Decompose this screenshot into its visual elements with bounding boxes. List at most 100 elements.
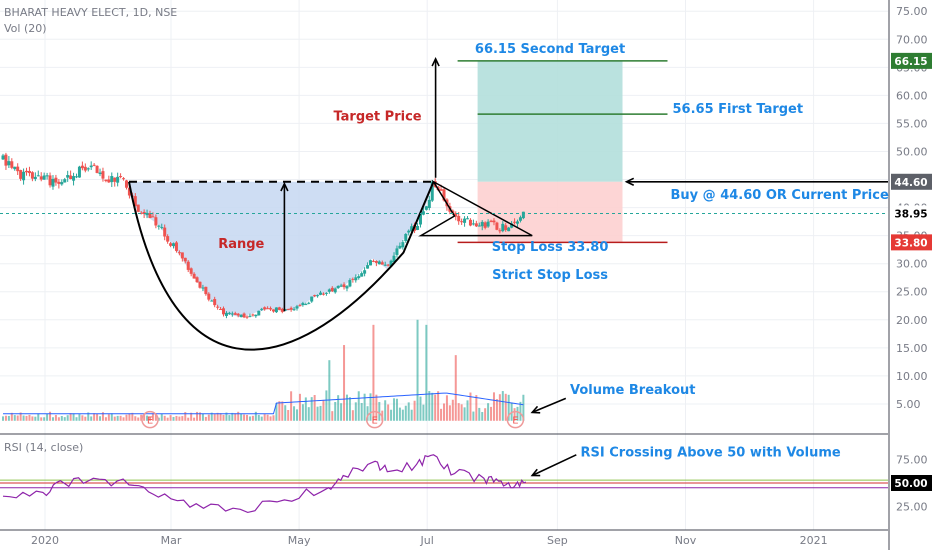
candle-body (148, 213, 152, 219)
volume-bar (125, 414, 128, 421)
candle-body (374, 261, 378, 263)
candle-body (154, 217, 158, 226)
price-tick-label: 60.00 (896, 89, 928, 102)
candle-body (304, 304, 308, 306)
stop-loss-label: Stop Loss 33.80 (492, 240, 609, 255)
current-price-badge (891, 205, 932, 222)
volume-bar (78, 414, 81, 421)
candle-body (216, 306, 220, 308)
volume-bar (54, 415, 57, 421)
volume-bar (69, 413, 72, 421)
second-target-badge (891, 52, 932, 69)
volume-bar (240, 413, 243, 421)
volume-bar (149, 416, 151, 421)
volume-bar (101, 412, 104, 421)
candle-body (421, 211, 425, 215)
volume-bar (57, 417, 60, 421)
volume-bar (243, 414, 246, 421)
candle-body (198, 281, 202, 288)
candle-body (289, 307, 293, 310)
candle-body (254, 314, 258, 317)
volume-bar (272, 415, 275, 421)
price-tick-label: 20.00 (896, 314, 928, 327)
candle-body (25, 170, 29, 173)
volume-bar (140, 414, 143, 421)
candle-body (489, 220, 493, 222)
volume-bar (454, 355, 457, 421)
volume-bar (360, 402, 363, 421)
candle-body (204, 286, 208, 295)
volume-bar (340, 403, 343, 421)
volume-bar (19, 412, 22, 421)
candle-body (48, 175, 52, 186)
candle-body (269, 308, 273, 310)
volume-bar (2, 416, 4, 421)
candle-body (210, 300, 214, 302)
volume-bar (175, 415, 178, 421)
volume-bar (4, 415, 7, 421)
volume-bar (348, 397, 351, 421)
candle-body (36, 175, 40, 177)
volume-bar (157, 417, 160, 421)
candle-body (101, 171, 105, 179)
candle-body (398, 245, 402, 249)
candle-body (401, 242, 405, 248)
volume-bar (481, 412, 484, 421)
time-tick-label: May (288, 534, 311, 547)
volume-bar (437, 391, 440, 421)
candle-body (157, 225, 161, 227)
candle-body (371, 260, 375, 262)
candle-body (110, 176, 114, 183)
volume-bar (75, 417, 78, 421)
volume-bar (146, 415, 149, 421)
volume-bar (116, 415, 119, 421)
candle-body (360, 273, 364, 277)
volume-bar (219, 413, 222, 421)
candle-body (380, 262, 384, 265)
candle-body (33, 176, 37, 180)
candle-body (492, 220, 496, 223)
volume-bar (451, 399, 454, 421)
volume-bar (345, 394, 348, 421)
time-tick-label: Sep (547, 534, 568, 547)
volume-bar (128, 413, 131, 421)
volume-bar (448, 405, 451, 421)
volume-bar (354, 402, 357, 421)
rsi-arrow-head (530, 468, 541, 477)
volume-bar (28, 414, 31, 421)
volume-bar (510, 402, 513, 421)
volume-bar (113, 416, 116, 421)
volume-bar (284, 405, 287, 421)
volume-ma-line (3, 392, 524, 415)
volume-bar (84, 416, 87, 421)
volume-bar (266, 414, 269, 421)
candle-body (95, 165, 99, 173)
candle-body (404, 234, 408, 242)
candle-body (169, 243, 173, 246)
candle-body (4, 154, 8, 166)
levels-layer (0, 57, 888, 477)
candle-body (298, 305, 302, 307)
target-price-label: Target Price (333, 110, 421, 125)
candle-body (454, 213, 458, 217)
volume-bar (172, 416, 175, 421)
candle-body (107, 179, 111, 183)
first-target-label: 56.65 First Target (673, 102, 804, 117)
candle-body (486, 221, 490, 227)
candle-body (92, 164, 96, 166)
candle-body (13, 166, 17, 170)
volume-bar (131, 412, 134, 421)
volume-bar (443, 403, 445, 421)
candle-body (418, 212, 422, 225)
volume-bar (25, 415, 28, 421)
candle-body (57, 181, 61, 184)
candle-body (351, 278, 355, 280)
price-tick-label: 15.00 (896, 342, 928, 355)
volume-bar (431, 392, 434, 421)
candle-body (274, 307, 278, 313)
candle-body (357, 276, 361, 279)
candle-body (160, 227, 164, 229)
candle-body (113, 177, 117, 182)
candle-body (310, 296, 314, 302)
candle-body (471, 223, 475, 225)
